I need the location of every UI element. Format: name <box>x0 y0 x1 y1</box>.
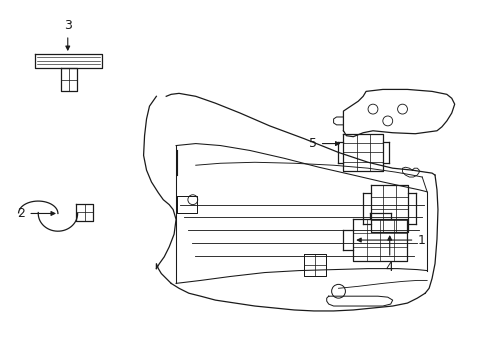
Text: 4: 4 <box>385 236 393 274</box>
Text: 2: 2 <box>18 207 55 220</box>
Text: 3: 3 <box>64 19 72 50</box>
Text: 5: 5 <box>308 137 339 150</box>
Text: 1: 1 <box>357 234 424 247</box>
